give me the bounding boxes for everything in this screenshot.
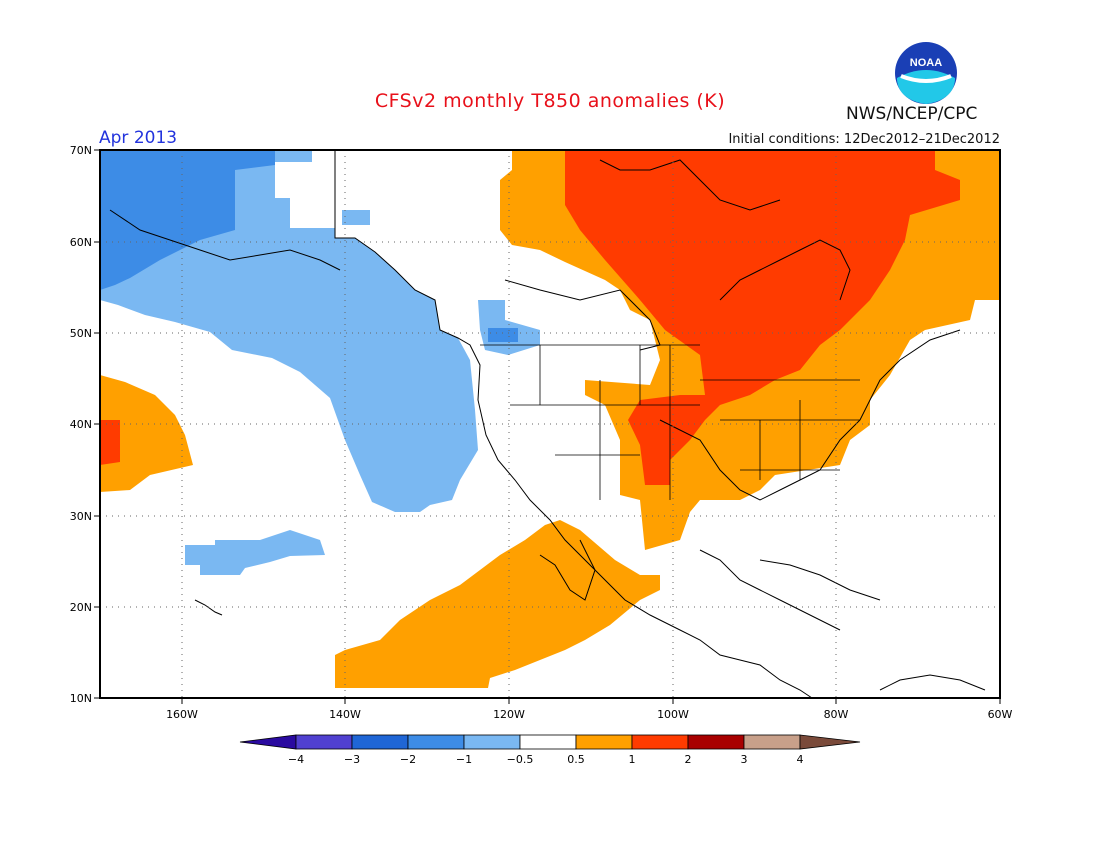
valid-month: Apr 2013 bbox=[99, 128, 178, 148]
tick-marks bbox=[94, 149, 1001, 704]
colorbar-label: 4 bbox=[797, 753, 804, 766]
colorbar-label: −0.5 bbox=[507, 753, 534, 766]
colorbar-label: 3 bbox=[741, 753, 748, 766]
colorbar-label: 2 bbox=[685, 753, 692, 766]
colorbar bbox=[239, 734, 861, 750]
colorbar-swatch-8 bbox=[687, 734, 745, 750]
noaa-logo-icon: NOAA bbox=[895, 42, 957, 104]
lat-label-50n: 50N bbox=[70, 327, 92, 340]
colorbar-swatch-5 bbox=[519, 734, 577, 750]
anomaly-shading bbox=[100, 150, 1000, 688]
colorbar-label: 1 bbox=[629, 753, 636, 766]
lat-label-30n: 30N bbox=[70, 510, 92, 523]
colorbar-label: 0.5 bbox=[567, 753, 585, 766]
lat-label-70n: 70N bbox=[70, 144, 92, 157]
colorbar-label: −2 bbox=[400, 753, 416, 766]
lon-label-160w: 160W bbox=[166, 708, 198, 721]
organization-label: NWS/NCEP/CPC bbox=[846, 104, 978, 124]
colorbar-swatch-7 bbox=[631, 734, 689, 750]
cool-anomaly-yukon bbox=[342, 210, 370, 225]
graticule bbox=[100, 150, 1000, 698]
colorbar-swatch-3 bbox=[407, 734, 465, 750]
lat-label-40n: 40N bbox=[70, 418, 92, 431]
borders bbox=[480, 344, 860, 500]
colorbar-swatch-9 bbox=[743, 734, 801, 750]
colorbar-label: −4 bbox=[288, 753, 304, 766]
lat-label-10n: 10N bbox=[70, 692, 92, 705]
colorbar-swatch-6 bbox=[575, 734, 633, 750]
colorbar-label: −3 bbox=[344, 753, 360, 766]
cool-anomaly-bc-coast bbox=[488, 328, 518, 342]
colorbar-swatch-2 bbox=[351, 734, 409, 750]
lon-label-120w: 120W bbox=[493, 708, 525, 721]
warm-anomaly-subtropical-pacific bbox=[335, 520, 660, 688]
logo-text: NOAA bbox=[910, 57, 942, 69]
warm-anomaly-pacific-west-core bbox=[100, 420, 120, 465]
lon-label-140w: 140W bbox=[329, 708, 361, 721]
initial-conditions: Initial conditions: 12Dec2012–21Dec2012 bbox=[728, 132, 1000, 147]
lon-label-100w: 100W bbox=[657, 708, 689, 721]
colorbar-swatch-4 bbox=[463, 734, 521, 750]
lat-label-20n: 20N bbox=[70, 601, 92, 614]
colorbar-swatch-1 bbox=[295, 734, 353, 750]
colorbar-label: −1 bbox=[456, 753, 472, 766]
cool-anomaly-hawaii bbox=[185, 530, 325, 575]
lon-label-60w: 60W bbox=[988, 708, 1013, 721]
warm-anomaly-hudson bbox=[565, 150, 960, 485]
colorbar-arrow-high bbox=[799, 734, 861, 750]
chart-title: CFSv2 monthly T850 anomalies (K) bbox=[374, 90, 726, 112]
lon-label-80w: 80W bbox=[824, 708, 849, 721]
warm-anomaly-pacific-west bbox=[100, 375, 193, 492]
lat-label-60n: 60N bbox=[70, 236, 92, 249]
cool-anomaly-bering bbox=[100, 150, 275, 290]
colorbar-arrow-low bbox=[239, 734, 297, 750]
